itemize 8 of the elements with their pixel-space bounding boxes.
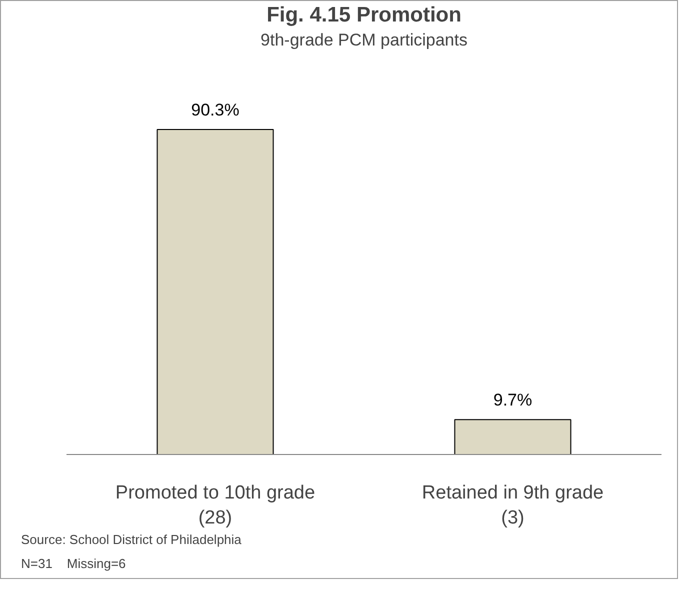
data-label: 90.3%: [191, 100, 240, 120]
x-tick-label: Promoted to 10th grade (28): [115, 482, 316, 529]
text: N=31 Missing=6: [21, 554, 126, 573]
chart-title: Fig. 4.15 Promotion: [266, 4, 462, 26]
chart-subtitle: 9th-grade PCM participants: [260, 30, 468, 50]
source-note: Source: School District of Philadelphia: [21, 531, 242, 549]
x-tick-label: Retained in 9th grade (3): [422, 482, 604, 529]
data-label: 9.7%: [493, 390, 532, 410]
